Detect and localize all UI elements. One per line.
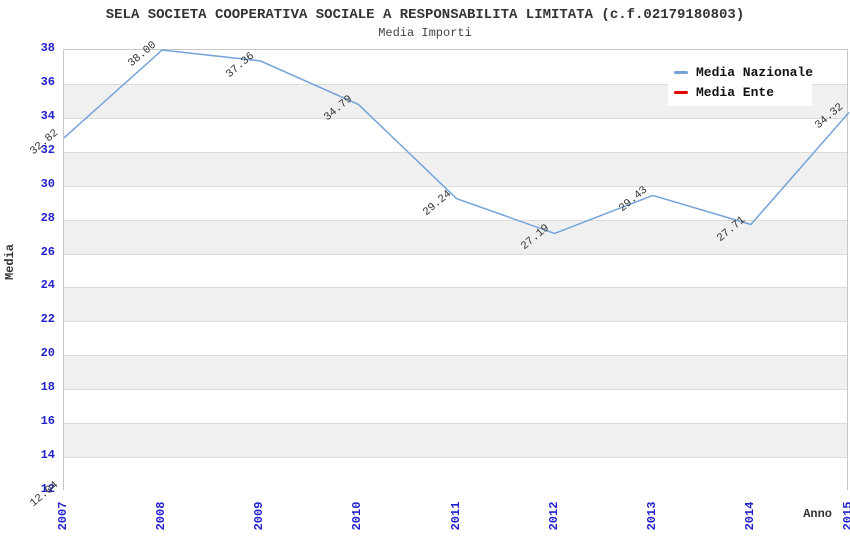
- y-axis-title: Media: [3, 244, 17, 281]
- y-tick-label: 14: [40, 448, 55, 463]
- plot-band: [64, 151, 847, 186]
- plot-band: [64, 423, 847, 458]
- legend-label: Media Nazionale: [696, 64, 814, 80]
- x-tick-label: 2007: [56, 501, 70, 531]
- y-tick-label: 32: [40, 142, 55, 157]
- chart-subtitle: Media Importi: [378, 26, 472, 40]
- series-lines: [63, 49, 850, 235]
- x-tick-label: 2012: [546, 501, 561, 531]
- plot-band: [64, 219, 847, 254]
- x-tick-label: 2013: [644, 501, 659, 531]
- gridline: [64, 253, 847, 255]
- y-tick-label: 26: [40, 244, 55, 259]
- x-tick-label: 2011: [448, 501, 463, 531]
- x-tick-label: 2010: [350, 501, 365, 531]
- legend-item: Media Nazionale: [674, 62, 813, 82]
- gridline: [64, 321, 847, 323]
- y-tick-label: 16: [40, 414, 55, 429]
- legend-swatch-icon: [674, 90, 688, 94]
- gridline: [64, 389, 847, 391]
- x-tick-label: 2015: [841, 501, 850, 531]
- y-tick-label: 38: [40, 41, 55, 55]
- series-line-media-nazionale: [63, 49, 850, 235]
- gridline: [64, 185, 847, 187]
- gridline: [64, 355, 847, 357]
- plot-band: [64, 253, 847, 288]
- y-tick-label: 28: [40, 210, 55, 225]
- gridline: [64, 287, 847, 289]
- gridline: [64, 423, 847, 425]
- y-tick-label: 22: [40, 312, 55, 327]
- legend-label: Media Ente: [696, 84, 775, 100]
- y-tick-label: 24: [40, 278, 55, 293]
- gridline: [64, 83, 847, 85]
- x-axis-title: Anno: [803, 507, 832, 521]
- plot-band: [64, 389, 847, 424]
- plot-band: [64, 355, 847, 390]
- gridline: [64, 457, 847, 459]
- y-tick-label: 18: [40, 380, 55, 395]
- plot-band: [64, 117, 847, 152]
- plot-band: [64, 287, 847, 322]
- gridline: [64, 151, 847, 153]
- y-tick-label: 34: [40, 108, 55, 123]
- legend-swatch-icon: [674, 70, 688, 74]
- plot-band: [64, 457, 847, 491]
- x-tick-label: 2009: [252, 501, 267, 531]
- legend: Media Nazionale Media Ente: [668, 58, 813, 106]
- y-tick-label: 20: [40, 346, 55, 361]
- gridline: [64, 117, 847, 119]
- plot-band: [64, 321, 847, 356]
- y-tick-label: 12: [40, 482, 55, 496]
- x-tick-label: 2014: [742, 501, 757, 531]
- y-tick-label: 30: [40, 176, 55, 191]
- y-tick-label: 36: [40, 74, 55, 89]
- legend-item: Media Ente: [674, 82, 806, 102]
- x-tick-label: 2008: [154, 501, 169, 531]
- chart-title: SELA SOCIETA COOPERATIVA SOCIALE A RESPO…: [105, 7, 745, 23]
- plot-area: 32.82 38.00 37.36 34.79 29.24 27.19 29.43 27.71…: [28, 39, 850, 510]
- gridline: [64, 219, 847, 221]
